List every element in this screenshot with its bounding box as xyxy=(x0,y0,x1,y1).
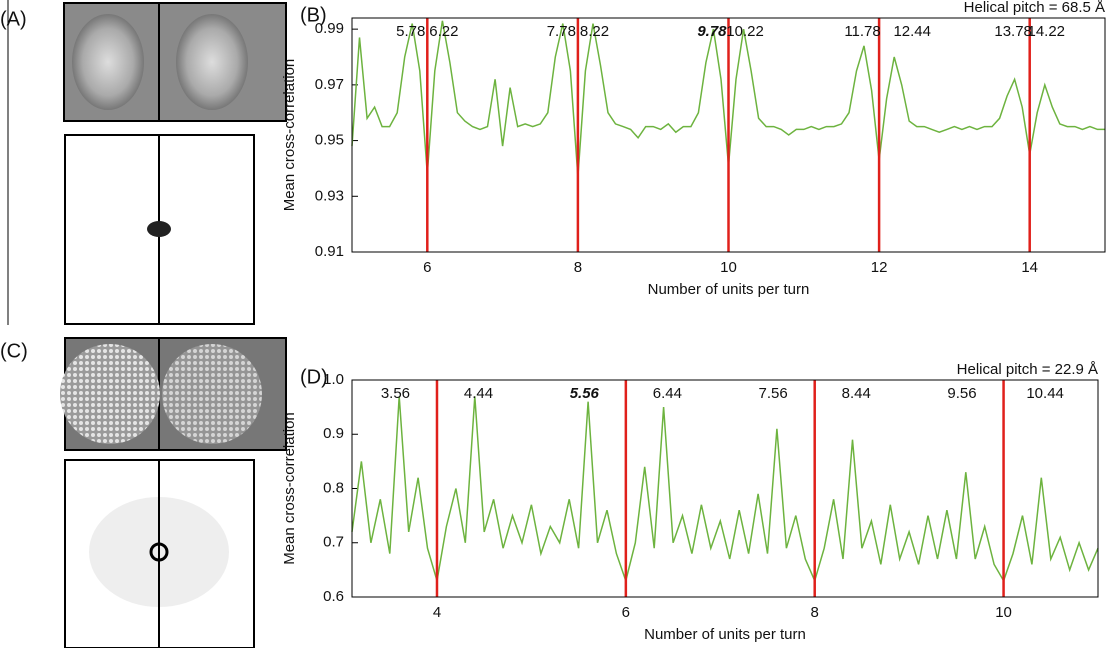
y-tick-label: 0.97 xyxy=(315,76,344,93)
x-tick-label: 10 xyxy=(995,604,1012,621)
annotation: Helical pitch = 68.5 Å xyxy=(964,0,1105,16)
image-a-bottom xyxy=(64,134,255,325)
image-c-bottom xyxy=(64,459,255,648)
y-tick-label: 0.7 xyxy=(323,534,344,551)
peak-label: 13.78 xyxy=(994,23,1032,40)
peak-label: 4.44 xyxy=(464,385,493,402)
x-tick-label: 8 xyxy=(574,259,582,276)
peak-label: 7.78 xyxy=(547,23,576,40)
panel-label: (D) xyxy=(300,366,328,388)
y-tick-label: 0.95 xyxy=(315,132,344,149)
peak-label: 6.44 xyxy=(653,385,682,402)
x-tick-label: 10 xyxy=(720,259,737,276)
y-tick-label: 0.99 xyxy=(315,20,344,37)
peak-label: 9.56 xyxy=(947,385,976,402)
y-tick-label: 0.91 xyxy=(315,243,344,260)
y-tick-label: 0.6 xyxy=(323,588,344,605)
peak-label: 10.44 xyxy=(1026,385,1064,402)
peak-label: 12.44 xyxy=(893,23,931,40)
y-axis-label: Mean cross-correlation xyxy=(281,412,298,565)
peak-label: 14.22 xyxy=(1027,23,1065,40)
y-tick-label: 1.0 xyxy=(323,371,344,388)
panel-label: (C) xyxy=(0,340,28,362)
x-tick-label: 12 xyxy=(871,259,888,276)
y-axis-label: Mean cross-correlation xyxy=(281,59,298,212)
peak-label: 5.78 xyxy=(396,23,425,40)
x-axis-label: Number of units per turn xyxy=(644,626,806,643)
image-c-top xyxy=(60,337,287,451)
x-axis-label: Number of units per turn xyxy=(648,281,810,298)
x-tick-label: 6 xyxy=(622,604,630,621)
peak-label: 9.78 xyxy=(697,23,727,40)
annotation: Helical pitch = 22.9 Å xyxy=(957,361,1098,378)
panel-label: (A) xyxy=(0,8,27,30)
y-tick-label: 0.8 xyxy=(323,479,344,496)
peak-label: 8.22 xyxy=(580,23,609,40)
plot-frame xyxy=(351,17,1106,253)
panel-label: (B) xyxy=(300,4,327,26)
plot-frame xyxy=(351,379,1099,598)
x-tick-label: 8 xyxy=(811,604,819,621)
peak-label: 6.22 xyxy=(429,23,458,40)
peak-label: 10.22 xyxy=(726,23,764,40)
x-tick-label: 4 xyxy=(433,604,441,621)
image-a-top xyxy=(63,2,287,122)
y-tick-label: 0.9 xyxy=(323,425,344,442)
y-tick-label: 0.93 xyxy=(315,187,344,204)
peak-label: 11.78 xyxy=(844,23,880,40)
x-tick-label: 14 xyxy=(1021,259,1038,276)
x-tick-label: 6 xyxy=(423,259,431,276)
peak-label: 8.44 xyxy=(842,385,871,402)
peak-label: 5.56 xyxy=(570,385,600,402)
peak-label: 7.56 xyxy=(759,385,788,402)
peak-label: 3.56 xyxy=(381,385,410,402)
data-line xyxy=(351,396,1099,584)
